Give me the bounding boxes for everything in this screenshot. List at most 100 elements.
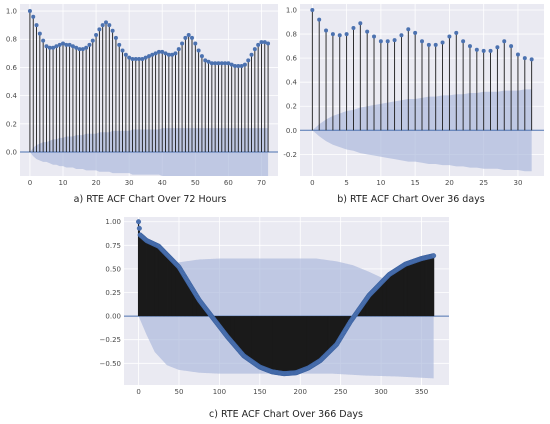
acf-point [344, 32, 349, 37]
acf-point [27, 9, 32, 14]
acf-point [406, 27, 411, 32]
acf-point [166, 52, 171, 57]
acf-point [256, 42, 261, 47]
acf-point [47, 45, 52, 50]
acf-point [84, 45, 89, 50]
acf-point [213, 61, 218, 66]
acf-point [236, 64, 241, 69]
acf-point [433, 42, 438, 47]
acf-point [100, 23, 105, 28]
acf-point [130, 56, 135, 61]
y-tick-label: −0.25 [100, 336, 121, 344]
acf-point [252, 47, 257, 52]
x-tick-label: 20 [445, 179, 454, 187]
acf-point [454, 30, 459, 35]
acf-point [156, 49, 161, 54]
acf-point [324, 28, 329, 33]
acf-point [266, 41, 271, 46]
acf-point [509, 44, 514, 49]
acf-point [399, 33, 404, 38]
acf-point [123, 52, 128, 57]
acf-point [209, 61, 214, 66]
y-tick-label: 0.4 [6, 92, 18, 100]
acf-point [70, 44, 75, 49]
acf-point [51, 45, 56, 50]
plot-content [20, 9, 278, 176]
acf-point [515, 52, 520, 57]
acf-point [330, 32, 335, 37]
acf-point [461, 39, 466, 44]
x-tick-label: 5 [344, 179, 348, 187]
x-tick-label: 50 [175, 388, 184, 396]
acf-point [117, 42, 122, 47]
y-tick-label: 0.25 [105, 289, 121, 297]
x-tick-label: 30 [513, 179, 522, 187]
x-tick-label: 0 [136, 388, 140, 396]
y-tick-label: 0.2 [286, 103, 297, 111]
acf-point [140, 56, 145, 61]
x-tick-label: 0 [310, 179, 314, 187]
acf-point [54, 44, 59, 49]
panel-c: 0 50 100 150 200 250 300 350 −0.50 −0.25 0.00 0.25 0… [100, 217, 449, 396]
acf-point [160, 49, 165, 54]
acf-point [474, 47, 479, 52]
acf-point [226, 61, 231, 66]
panel-a: 0 10 20 30 40 50 60 70 0.0 0.2 0.4 0.6 0.8 1.0 [6, 4, 278, 187]
acf-point [495, 45, 500, 50]
acf-point [365, 29, 370, 34]
y-tick-label: 0.2 [6, 120, 17, 128]
x-tick-label: 30 [125, 179, 134, 187]
acf-point [127, 55, 132, 60]
y-tick-label: 0.6 [6, 64, 18, 72]
acf-point [173, 51, 178, 56]
x-tick-label: 60 [224, 179, 233, 187]
x-tick-label: 300 [374, 388, 387, 396]
acf-point [120, 48, 125, 53]
acf-point [193, 41, 198, 46]
y-tick-label: 0.75 [105, 242, 121, 250]
acf-point [199, 54, 204, 59]
acf-point [502, 39, 507, 44]
acf-point [467, 44, 472, 49]
y-tick-label: 0.6 [286, 55, 298, 63]
y-tick-label: 1.0 [6, 8, 17, 16]
y-tick-label: 0.50 [105, 265, 121, 273]
acf-point [317, 17, 322, 22]
acf-point [358, 21, 363, 26]
acf-point [522, 56, 527, 61]
x-tick-label: 70 [257, 179, 266, 187]
acf-point [136, 225, 142, 231]
y-tick-label: −0.50 [100, 360, 121, 368]
acf-point [431, 253, 437, 259]
acf-point [259, 40, 264, 45]
y-tick-label: 0.00 [105, 313, 121, 321]
x-tick-label: 250 [334, 388, 347, 396]
y-tick-label: 0.8 [286, 31, 297, 39]
x-tick-label: 10 [59, 179, 68, 187]
x-tick-label: 25 [479, 179, 488, 187]
plot-content [300, 8, 544, 172]
acf-point [80, 47, 85, 52]
caption-b: b) RTE ACF Chart Over 36 days [337, 194, 485, 205]
acf-point [94, 33, 99, 38]
acf-point [31, 14, 36, 19]
acf-point [310, 8, 315, 13]
x-tick-label: 150 [253, 388, 266, 396]
acf-point [133, 56, 138, 61]
y-tick-label: 0.4 [286, 79, 298, 87]
acf-point [239, 64, 244, 69]
acf-point [385, 39, 390, 44]
acf-point [378, 39, 383, 44]
acf-point [190, 35, 194, 40]
x-tick-label: 10 [376, 179, 385, 187]
acf-point [420, 39, 424, 44]
x-tick-label: 100 [213, 388, 226, 396]
acf-point [351, 26, 356, 31]
acf-point [186, 33, 191, 38]
acf-point [246, 58, 251, 63]
acf-point [219, 61, 224, 66]
acf-point [44, 44, 49, 49]
x-tick-label: 40 [158, 179, 167, 187]
acf-point [77, 47, 82, 52]
